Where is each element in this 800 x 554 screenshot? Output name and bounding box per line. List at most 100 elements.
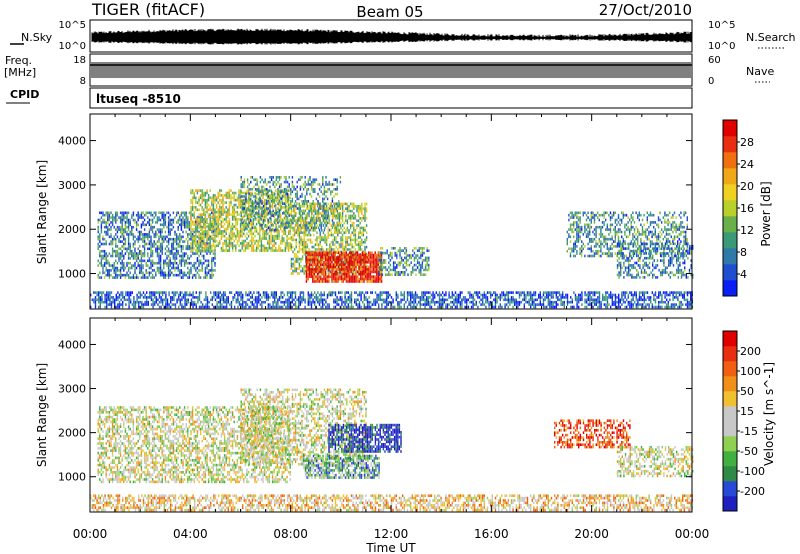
- velocity-region-0: [90, 494, 693, 512]
- y-tick-label: 4000: [58, 338, 86, 351]
- power-region-7: [566, 211, 688, 258]
- colorbar-swatch: [723, 136, 737, 153]
- colorbar-tick-label: 28: [740, 136, 754, 149]
- colorbar-tick-label: 16: [740, 202, 754, 215]
- time-axis-labels: 00:00 04:00 08:00 12:00 16:00 20:00 00:00: [73, 527, 710, 541]
- x-tick-label: 04:00: [173, 527, 208, 541]
- colorbar-tick-label: 20: [740, 180, 754, 193]
- nsky-label: N.Sky: [21, 31, 53, 44]
- power-colorbar-label: Power [dB]: [759, 181, 773, 246]
- y-tick-label: 1000: [58, 471, 86, 484]
- colorbar-frame: [722, 330, 738, 512]
- velocity-region-5: [554, 419, 631, 449]
- power-x-ticks: [89, 114, 693, 309]
- power-region-0: [90, 291, 693, 309]
- nsearch-top-tick: 10^5: [708, 20, 735, 31]
- velocity-colorbar-label: Velocity [m s^-1]: [762, 362, 776, 466]
- velocity-y-axis: 1000 2000 3000 4000: [58, 338, 692, 484]
- nave-top-tick: 60: [708, 55, 721, 66]
- freq-unit: [MHz]: [4, 66, 36, 79]
- freq-panel: [89, 53, 693, 87]
- power-region-5: [305, 251, 383, 283]
- colorbar-swatch: [723, 346, 737, 362]
- cpid-label: CPID: [10, 88, 39, 101]
- colorbar-swatch: [723, 232, 737, 249]
- power-panel: 1000 2000 3000 4000 Slant Range [km]: [35, 113, 694, 310]
- x-tick-label: 00:00: [675, 527, 710, 541]
- colorbar-swatch: [723, 436, 737, 452]
- colorbar-swatch: [723, 216, 737, 233]
- y-tick-label: 2000: [58, 223, 86, 236]
- colorbar-swatch: [723, 391, 737, 407]
- colorbar-swatch: [723, 120, 737, 137]
- nsky-top-tick: 10^5: [59, 20, 86, 31]
- power-colorbar: 28 24 20 16 12 8 4: [722, 119, 754, 297]
- power-y-label: Slant Range [km]: [35, 160, 49, 264]
- x-tick-label: 12:00: [374, 527, 409, 541]
- power-region-1: [97, 211, 216, 279]
- beam-title: Beam 05: [356, 3, 423, 21]
- velocity-y-label: Slant Range [km]: [35, 363, 49, 467]
- colorbar-tick-label: 4: [740, 268, 747, 281]
- nsearch-bottom-tick: 10^0: [708, 41, 735, 52]
- colorbar-swatch: [723, 421, 737, 437]
- freq-trace: [90, 62, 692, 78]
- nave-bottom-tick: 0: [708, 76, 714, 87]
- colorbar-swatch: [723, 481, 737, 497]
- x-tick-label: 20:00: [574, 527, 609, 541]
- colorbar-tick-label: -100: [740, 465, 765, 478]
- colorbar-swatch: [723, 406, 737, 422]
- x-axis-title: Time UT: [365, 541, 416, 554]
- nave-bars: [91, 62, 691, 78]
- colorbar-tick-label: -200: [740, 485, 765, 498]
- colorbar-swatch: [723, 152, 737, 169]
- colorbar-tick-label: 50: [740, 385, 754, 398]
- cpid-panel: [89, 87, 693, 109]
- cpid-value: ltuseq -8510: [96, 92, 181, 106]
- colorbar-swatch: [723, 496, 737, 512]
- power-region-8: [616, 242, 694, 279]
- colorbar-swatch: [723, 264, 737, 281]
- velocity-panel: 1000 2000 3000 4000 Slant Range [km]: [35, 317, 694, 513]
- colorbar-swatch: [723, 466, 737, 482]
- colorbar-swatch: [723, 184, 737, 201]
- velocity-colorbar: 200 100 50 15 -15 -50 -100 -200: [722, 330, 765, 512]
- y-tick-label: 4000: [58, 135, 86, 148]
- freq-label: Freq.: [5, 54, 32, 67]
- x-tick-label: 08:00: [273, 527, 308, 541]
- colorbar-swatch: [723, 168, 737, 185]
- y-tick-label: 1000: [58, 268, 86, 281]
- velocity-scatter: [90, 388, 694, 512]
- colorbar-tick-label: -50: [740, 445, 758, 458]
- y-tick-label: 3000: [58, 179, 86, 192]
- colorbar-tick-label: 200: [740, 345, 761, 358]
- power-frame: [89, 113, 693, 310]
- power-y-axis: 1000 2000 3000 4000: [58, 135, 692, 281]
- freq-bottom-tick: 8: [80, 76, 86, 87]
- velocity-region-3: [303, 454, 380, 479]
- y-tick-label: 3000: [58, 383, 86, 396]
- nsearch-label: N.Search: [746, 31, 796, 44]
- power-scatter: [90, 176, 694, 309]
- colorbar-tick-label: 8: [740, 246, 747, 259]
- station-title: TIGER (fitACF): [91, 0, 205, 19]
- x-tick-label: 16:00: [474, 527, 509, 541]
- colorbar-swatch: [723, 376, 737, 392]
- nsky-bottom-tick: 10^0: [59, 41, 86, 52]
- colorbar-swatch: [723, 248, 737, 265]
- colorbar-swatch: [723, 451, 737, 467]
- colorbar-swatch: [723, 331, 737, 347]
- y-tick-label: 2000: [58, 427, 86, 440]
- colorbar-tick-label: 24: [740, 158, 754, 171]
- nsky-bars: [91, 28, 693, 45]
- date-title: 27/Oct/2010: [599, 1, 692, 19]
- colorbar-swatch: [723, 361, 737, 377]
- velocity-x-ticks: [89, 318, 693, 512]
- colorbar-tick-label: 15: [740, 405, 754, 418]
- x-tick-label: 00:00: [73, 527, 108, 541]
- colorbar-tick-label: 12: [740, 224, 754, 237]
- velocity-region-6: [616, 445, 694, 478]
- freq-top-tick: 18: [73, 55, 86, 66]
- nsky-trace: [91, 28, 693, 45]
